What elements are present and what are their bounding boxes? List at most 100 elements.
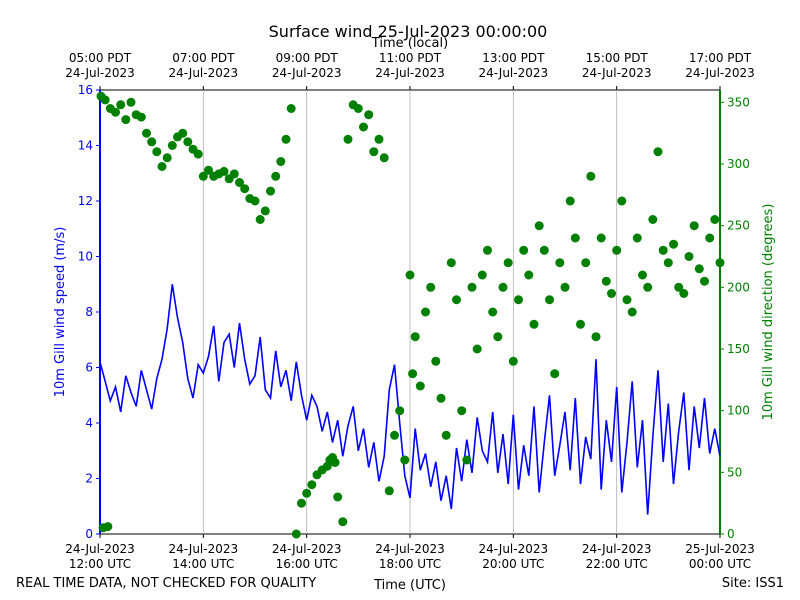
x-tick-date-1: 24-Jul-2023: [169, 542, 239, 556]
wind-direction-point-73: [446, 258, 456, 268]
y-right-tick-label-7: 350: [727, 95, 750, 109]
wind-direction-point-104: [607, 289, 616, 298]
wind-direction-point-83: [498, 282, 508, 292]
y-left-tick-label-0: 0: [85, 527, 93, 541]
y-axis-label-right: 10m Gill wind direction (degrees): [761, 204, 776, 421]
wind-direction-point-87: [519, 245, 529, 255]
x-tick-time-2: 16:00 UTC: [276, 557, 338, 571]
wind-direction-point-112: [648, 215, 658, 224]
wind-direction-point-72: [441, 430, 451, 440]
wind-direction-point-91: [539, 245, 549, 255]
wind-direction-point-50: [333, 492, 343, 502]
wind-direction-point-106: [617, 196, 627, 206]
wind-direction-point-74: [452, 295, 461, 305]
wind-direction-point-23: [204, 165, 213, 175]
top-tick-date-4: 24-Jul-2023: [479, 66, 549, 80]
top-tick-time-2: 09:00 PDT: [276, 51, 339, 65]
top-tick-time-3: 11:00 PDT: [379, 51, 442, 65]
y-left-tick-label-3: 6: [85, 361, 93, 375]
wind-direction-point-7: [121, 115, 131, 125]
x-tick-date-5: 24-Jul-2023: [582, 542, 652, 556]
wind-direction-point-3: [103, 522, 113, 532]
y-right-tick-label-2: 100: [727, 404, 750, 418]
wind-direction-point-123: [705, 233, 715, 243]
wind-direction-point-116: [669, 239, 678, 249]
wind-direction-point-111: [643, 282, 653, 292]
wind-direction-point-39: [286, 104, 296, 113]
y-left-tick-label-4: 8: [85, 305, 93, 319]
wind-direction-point-13: [152, 147, 162, 157]
wind-direction-point-54: [353, 104, 363, 113]
wind-direction-point-28: [229, 169, 239, 179]
wind-direction-point-33: [255, 215, 265, 224]
wind-direction-point-57: [369, 147, 379, 157]
x-tick-time-6: 00:00 UTC: [689, 557, 751, 571]
y-right-tick-label-5: 250: [727, 219, 750, 233]
wind-speed-line: [99, 284, 721, 515]
top-tick-date-5: 24-Jul-2023: [582, 66, 652, 80]
wind-direction-point-67: [415, 381, 425, 391]
wind-direction-point-58: [374, 134, 384, 144]
wind-direction-point-109: [632, 233, 642, 243]
y-left-tick-label-8: 16: [78, 83, 93, 97]
wind-direction-point-85: [508, 356, 518, 366]
wind-direction-point-90: [534, 221, 544, 231]
wind-direction-point-43: [307, 480, 317, 490]
wind-direction-point-60: [384, 486, 394, 496]
wind-direction-point-113: [653, 147, 663, 157]
wind-direction-point-88: [524, 270, 534, 280]
wind-direction-point-98: [576, 319, 585, 329]
wind-direction-point-51: [338, 517, 348, 527]
wind-direction-point-62: [395, 406, 405, 416]
y-right-tick-label-6: 300: [727, 157, 750, 171]
wind-direction-point-97: [570, 233, 580, 243]
wind-direction-point-22: [198, 171, 208, 181]
wind-direction-point-38: [281, 134, 291, 144]
wind-direction-point-119: [684, 252, 694, 261]
wind-direction-point-82: [493, 332, 503, 342]
wind-direction-point-124: [710, 215, 720, 224]
wind-direction-point-5: [111, 107, 120, 117]
wind-direction-point-8: [126, 97, 136, 107]
y-right-tick-label-1: 50: [727, 465, 742, 479]
wind-direction-point-95: [560, 282, 570, 292]
wind-direction-point-37: [276, 157, 286, 166]
wind-direction-point-11: [142, 128, 151, 138]
wind-direction-point-36: [271, 171, 281, 181]
y-left-tick-label-1: 2: [85, 472, 93, 486]
wind-direction-point-61: [390, 430, 399, 440]
wind-direction-point-89: [529, 319, 539, 329]
wind-direction-point-30: [240, 184, 250, 194]
top-tick-date-6: 24-Jul-2023: [685, 66, 755, 80]
wind-direction-point-52: [343, 134, 353, 144]
y-right-tick-label-4: 200: [727, 280, 750, 294]
wind-direction-point-105: [612, 245, 622, 255]
x-tick-time-0: 12:00 UTC: [69, 557, 131, 571]
wind-direction-point-19: [183, 137, 193, 147]
wind-direction-point-35: [266, 186, 275, 196]
top-tick-date-1: 24-Jul-2023: [169, 66, 239, 80]
wind-direction-point-64: [405, 270, 415, 280]
wind-direction-point-34: [260, 206, 270, 216]
wind-direction-point-15: [162, 153, 172, 163]
wind-direction-point-93: [550, 369, 560, 379]
top-axis-label: Time (local): [371, 36, 448, 51]
y-right-tick-label-3: 150: [727, 342, 750, 356]
y-right-tick-label-0: 0: [727, 527, 735, 541]
wind-direction-point-71: [436, 393, 446, 403]
wind-direction-point-100: [586, 171, 596, 181]
y-left-tick-label-6: 12: [78, 194, 93, 208]
wind-direction-point-10: [136, 112, 146, 122]
wind-direction-point-79: [477, 270, 487, 280]
wind-direction-point-103: [601, 276, 611, 286]
y-axis-label-left: 10m Gill wind speed (m/s): [53, 227, 68, 398]
x-tick-time-1: 14:00 UTC: [172, 557, 234, 571]
y-left-tick-label-2: 4: [85, 416, 93, 430]
wind-direction-point-86: [514, 295, 523, 305]
wind-direction-point-102: [596, 233, 606, 243]
wind-direction-point-110: [638, 270, 647, 280]
wind-direction-point-80: [483, 245, 492, 255]
wind-direction-point-68: [421, 307, 430, 317]
wind-direction-point-41: [297, 498, 306, 508]
